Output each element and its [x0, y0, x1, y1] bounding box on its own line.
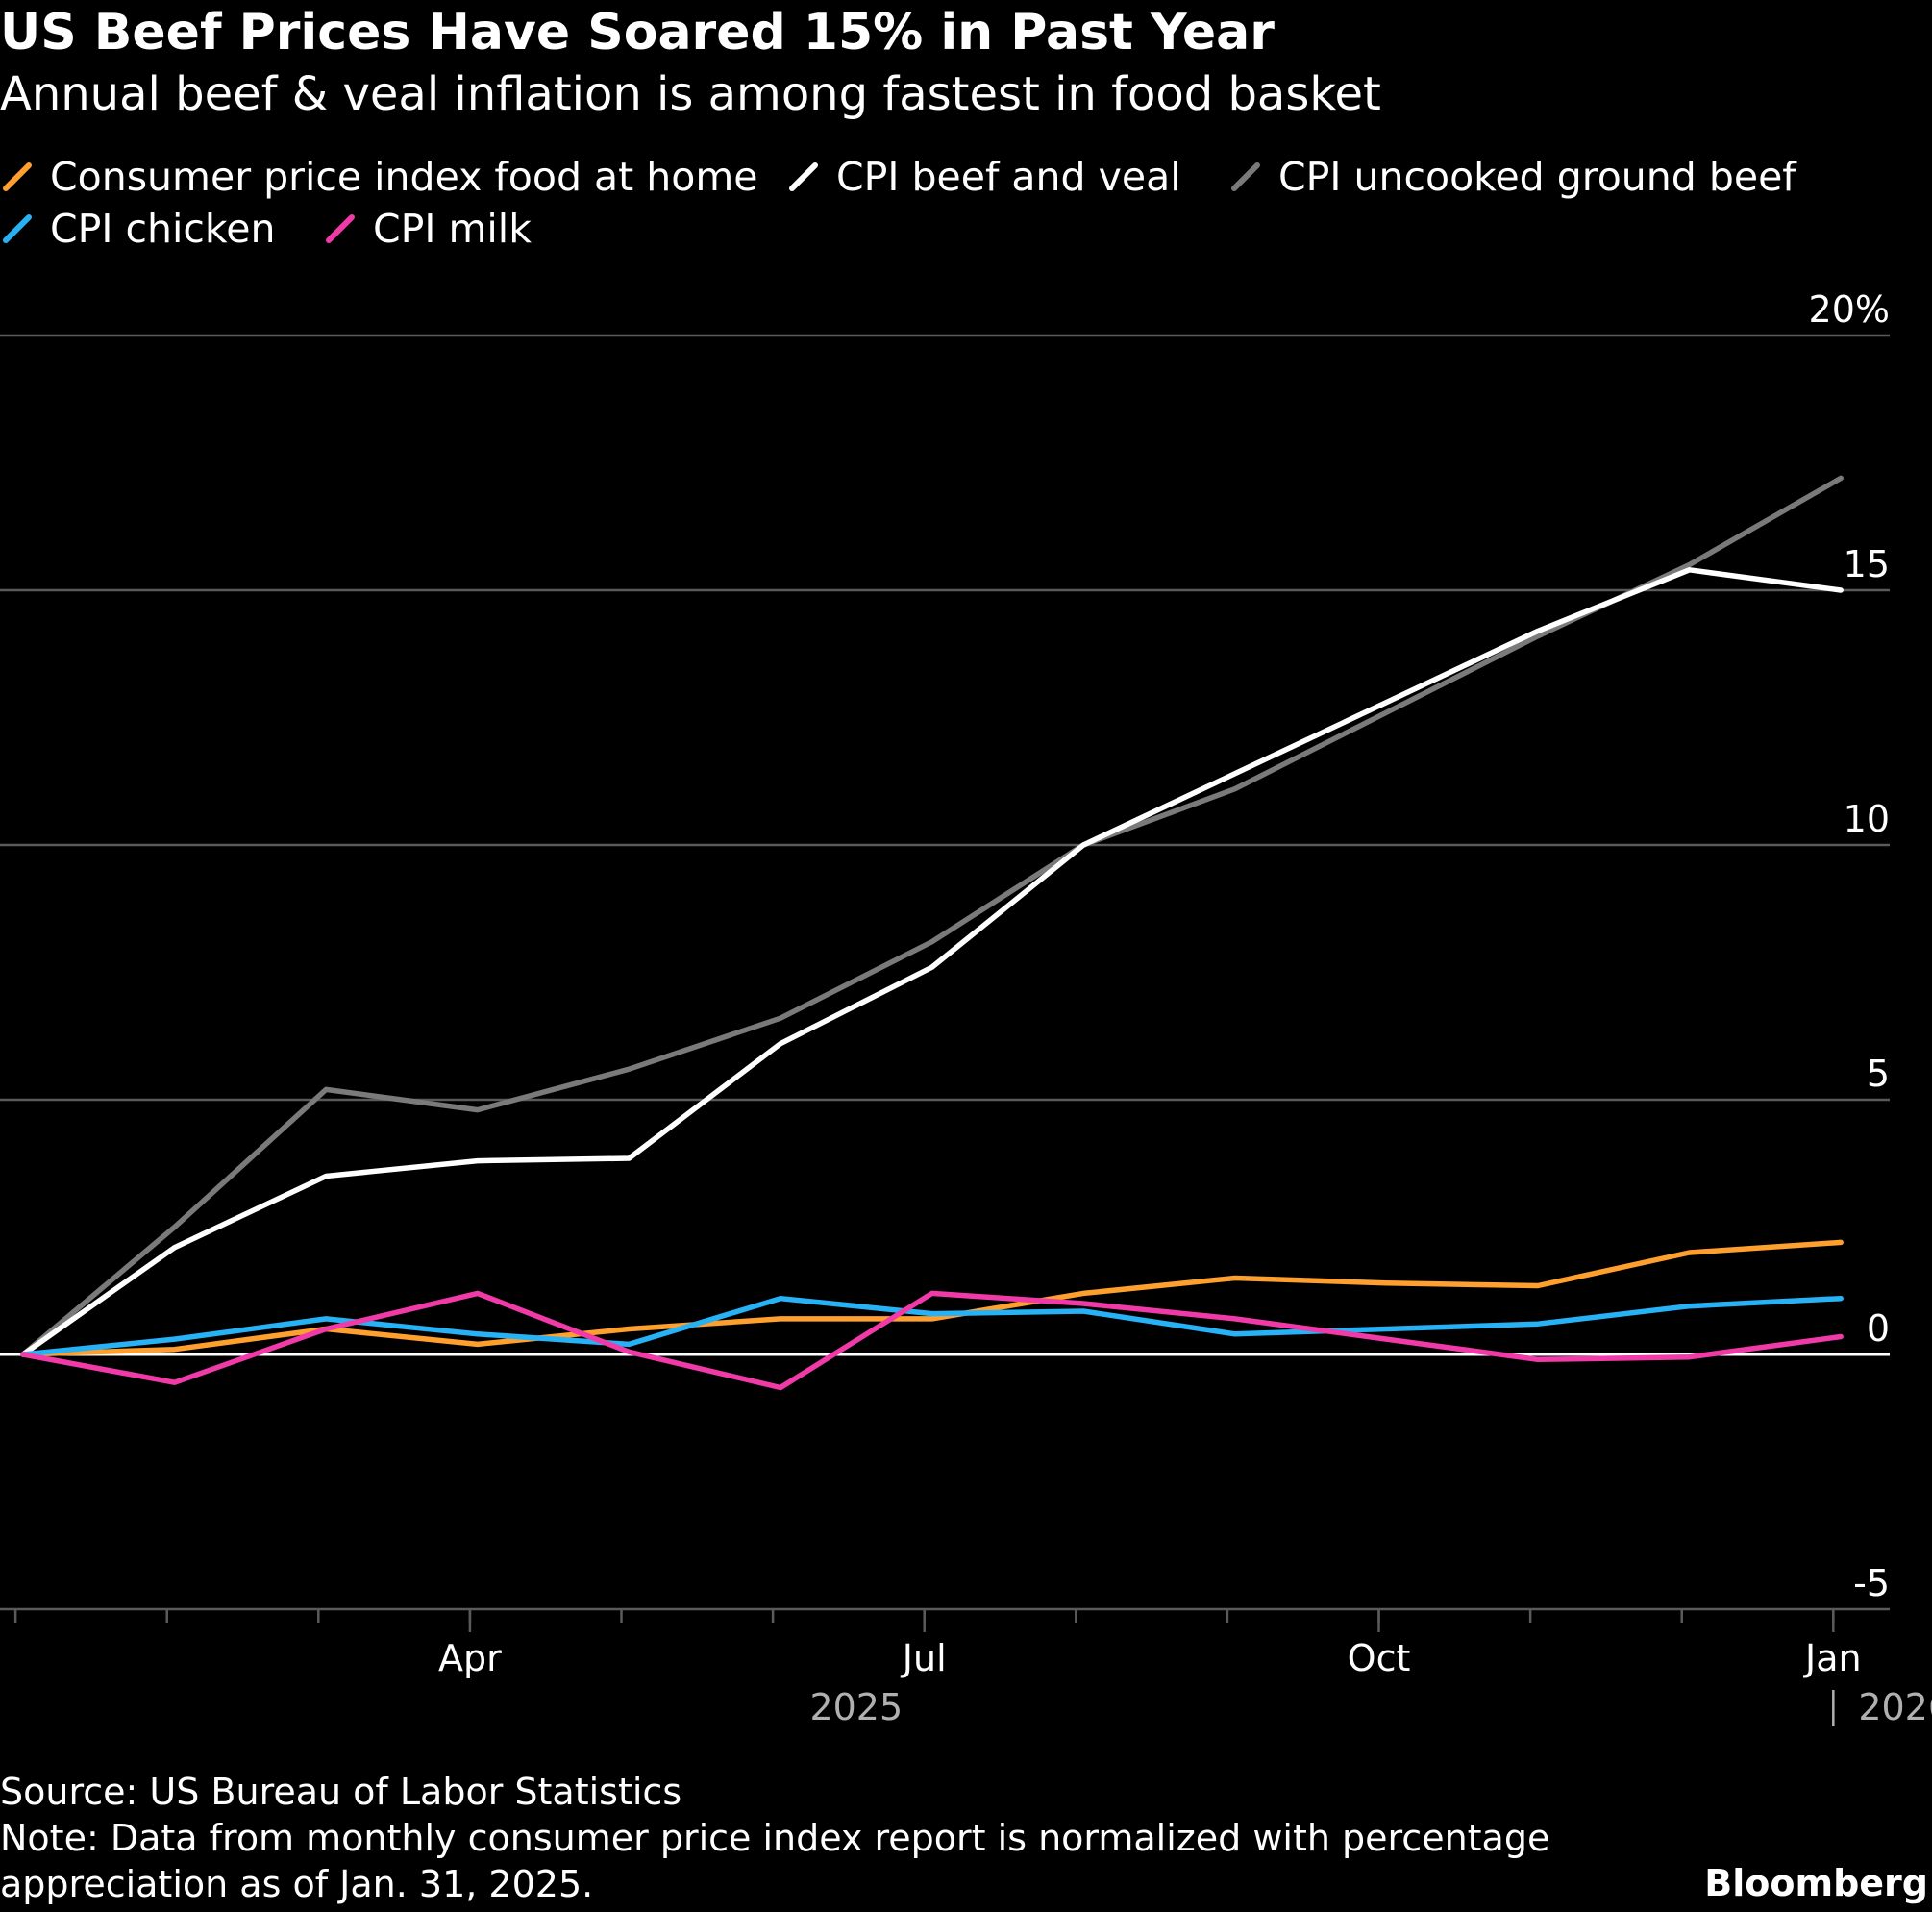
note-text-line-2: appreciation as of Jan. 31, 2025.	[0, 1863, 594, 1905]
legend-item-food-at-home: Consumer price index food at home	[0, 154, 758, 200]
x-tick-label-oct: Oct	[1348, 1637, 1411, 1679]
year-label-2025: 2025	[809, 1686, 903, 1728]
source-text: Source: US Bureau of Labor Statistics	[0, 1771, 682, 1813]
grid-layer	[0, 334, 1890, 1611]
x-tick-label-jul: Jul	[901, 1637, 947, 1679]
y-tick-label-10: 10	[1844, 798, 1890, 840]
legend-label-ground-beef: CPI uncooked ground beef	[1278, 154, 1796, 200]
bloomberg-logo: Bloomberg	[1704, 1862, 1928, 1904]
series-line-cpi-milk	[20, 1290, 1844, 1391]
legend-swatch-ground-beef	[1228, 160, 1263, 194]
legend-swatch-line-beef-and-veal	[789, 162, 818, 191]
axis-layer: 20% 15 10 5 0 -5 Apr Jul Oct Jan 2025 2026	[13, 288, 1932, 1728]
footer: Source: US Bureau of Labor Statistics No…	[0, 1769, 1549, 1907]
legend-swatch-line-chicken	[3, 214, 32, 243]
legend-swatch-line-milk	[326, 214, 355, 243]
legend-swatch-beef-and-veal	[786, 160, 821, 194]
legend-item-milk: CPI milk	[323, 206, 532, 252]
chart-title: US Beef Prices Have Soared 15% in Past Y…	[0, 4, 1275, 62]
legend-swatch-line-food-at-home	[3, 162, 32, 191]
year-label-2026: 2026	[1858, 1686, 1932, 1728]
y-tick-label-neg5: -5	[1853, 1562, 1890, 1604]
x-tick-label-jan: Jan	[1803, 1637, 1862, 1679]
legend-swatch-food-at-home	[0, 160, 35, 194]
x-tick-label-apr: Apr	[438, 1637, 502, 1679]
legend-label-food-at-home: Consumer price index food at home	[50, 154, 758, 200]
y-tick-label-20: 20%	[1809, 288, 1890, 331]
chart-subtitle: Annual beef & veal inflation is among fa…	[0, 67, 1381, 121]
legend-label-milk: CPI milk	[373, 206, 532, 252]
legend-swatch-milk	[323, 211, 358, 246]
y-tick-label-15: 15	[1844, 543, 1890, 585]
legend-item-chicken: CPI chicken	[0, 206, 275, 252]
legend-item-ground-beef: CPI uncooked ground beef	[1228, 154, 1796, 200]
series-line-cpi-chicken	[20, 1295, 1844, 1357]
legend-label-beef-and-veal: CPI beef and veal	[836, 154, 1181, 200]
legend-swatch-line-ground-beef	[1231, 162, 1260, 191]
series-line-cpi-beef-and-veal	[20, 567, 1844, 1357]
legend-swatch-chicken	[0, 211, 35, 246]
legend-label-chicken: CPI chicken	[50, 206, 276, 252]
series-line-cpi-uncooked-ground-beef	[20, 475, 1844, 1357]
series-layer	[20, 475, 1844, 1391]
note-text-line-1: Note: Data from monthly consumer price i…	[0, 1817, 1550, 1859]
y-tick-label-0: 0	[1867, 1307, 1890, 1350]
legend-item-beef-and-veal: CPI beef and veal	[786, 154, 1181, 200]
y-tick-label-5: 5	[1867, 1053, 1890, 1095]
